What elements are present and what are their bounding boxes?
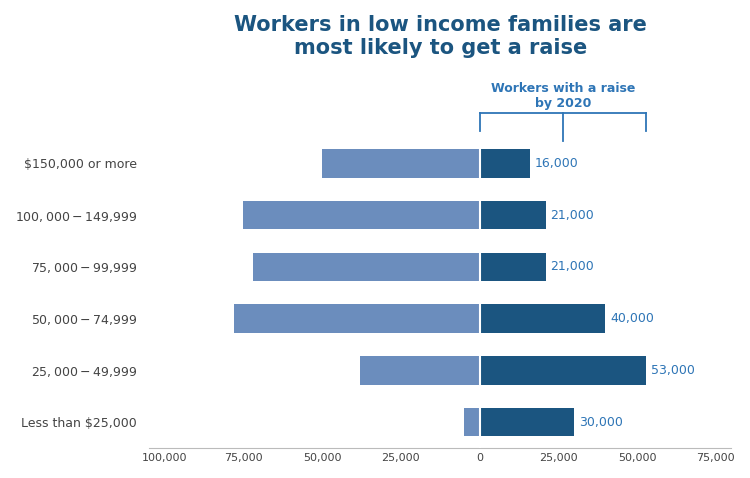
Text: 16,000: 16,000 — [535, 157, 578, 170]
Text: 21,000: 21,000 — [550, 209, 594, 222]
Text: 53,000: 53,000 — [651, 364, 695, 377]
Title: Workers in low income families are
most likely to get a raise: Workers in low income families are most … — [234, 15, 646, 58]
Text: 21,000: 21,000 — [550, 261, 594, 273]
Bar — [464, 408, 479, 436]
Bar — [234, 304, 479, 333]
Bar — [479, 356, 646, 385]
Bar — [322, 149, 479, 178]
Bar — [479, 201, 546, 229]
Bar — [479, 253, 546, 281]
Text: 40,000: 40,000 — [610, 312, 654, 325]
Bar — [479, 149, 530, 178]
Text: 30,000: 30,000 — [579, 416, 622, 429]
Bar — [479, 304, 605, 333]
Bar — [253, 253, 479, 281]
Text: Workers with a raise
by 2020: Workers with a raise by 2020 — [490, 82, 635, 109]
Bar — [360, 356, 479, 385]
Bar — [244, 201, 479, 229]
Bar — [479, 408, 574, 436]
